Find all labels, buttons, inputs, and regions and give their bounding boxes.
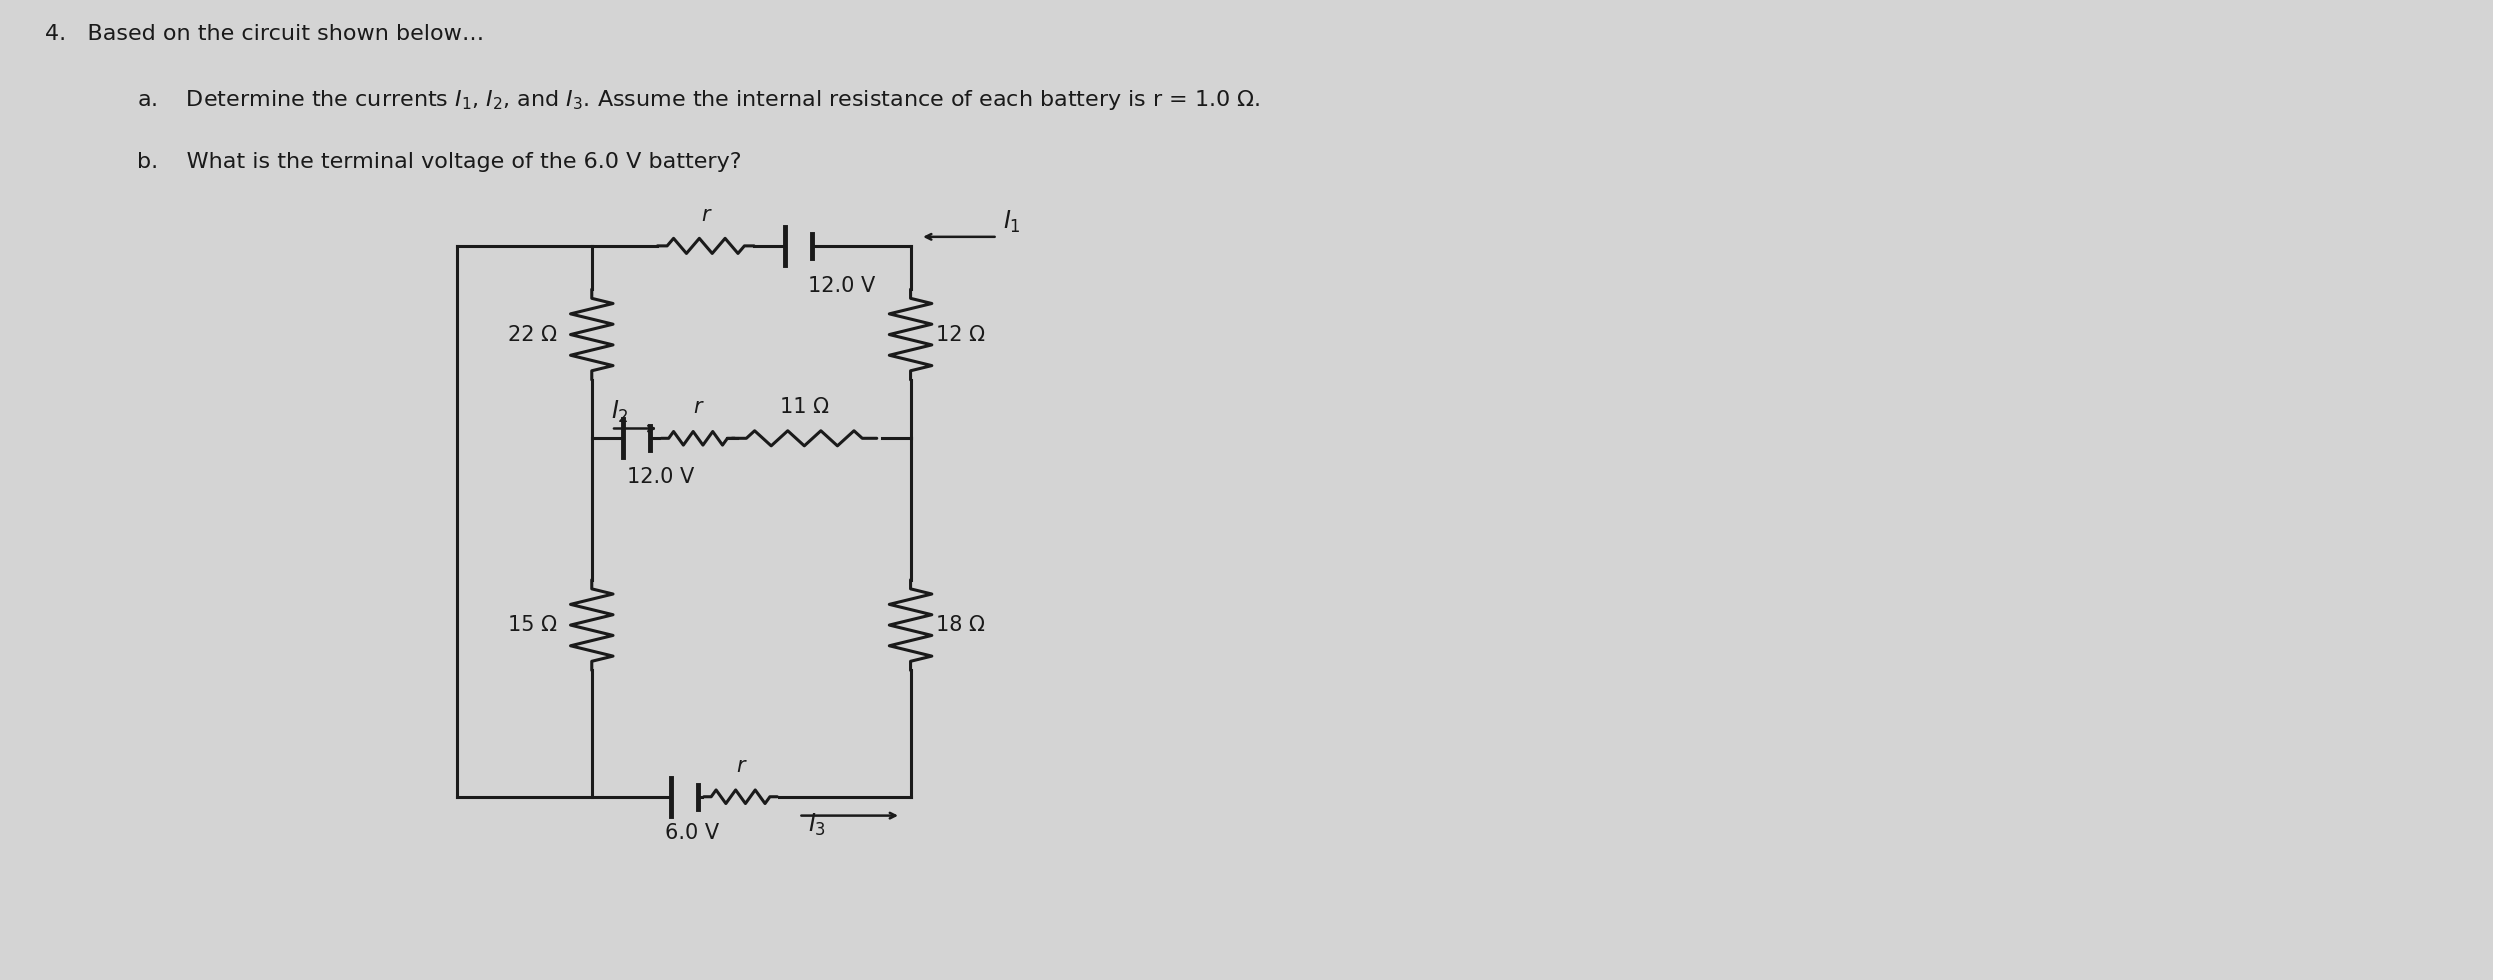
Text: a.    Determine the currents $I_1$, $I_2$, and $I_3$. Assume the internal resist: a. Determine the currents $I_1$, $I_2$, … [137, 88, 1261, 112]
Text: 22 Ω: 22 Ω [509, 324, 556, 345]
Text: r: r [701, 205, 711, 224]
Text: 18 Ω: 18 Ω [935, 615, 985, 635]
Text: 4.   Based on the circuit shown below…: 4. Based on the circuit shown below… [45, 24, 484, 44]
Text: 12.0 V: 12.0 V [808, 276, 875, 296]
Text: 12 Ω: 12 Ω [935, 324, 985, 345]
Text: $I_1$: $I_1$ [1002, 209, 1022, 234]
Text: $I_3$: $I_3$ [808, 811, 825, 838]
Text: 15 Ω: 15 Ω [509, 615, 556, 635]
Text: b.    What is the terminal voltage of the 6.0 V battery?: b. What is the terminal voltage of the 6… [137, 152, 740, 172]
Text: 12.0 V: 12.0 V [626, 467, 693, 487]
Text: r: r [735, 756, 745, 775]
Text: $I_2$: $I_2$ [611, 399, 628, 424]
Text: r: r [693, 397, 703, 417]
Text: 6.0 V: 6.0 V [666, 823, 720, 843]
Text: 11 Ω: 11 Ω [780, 397, 828, 417]
